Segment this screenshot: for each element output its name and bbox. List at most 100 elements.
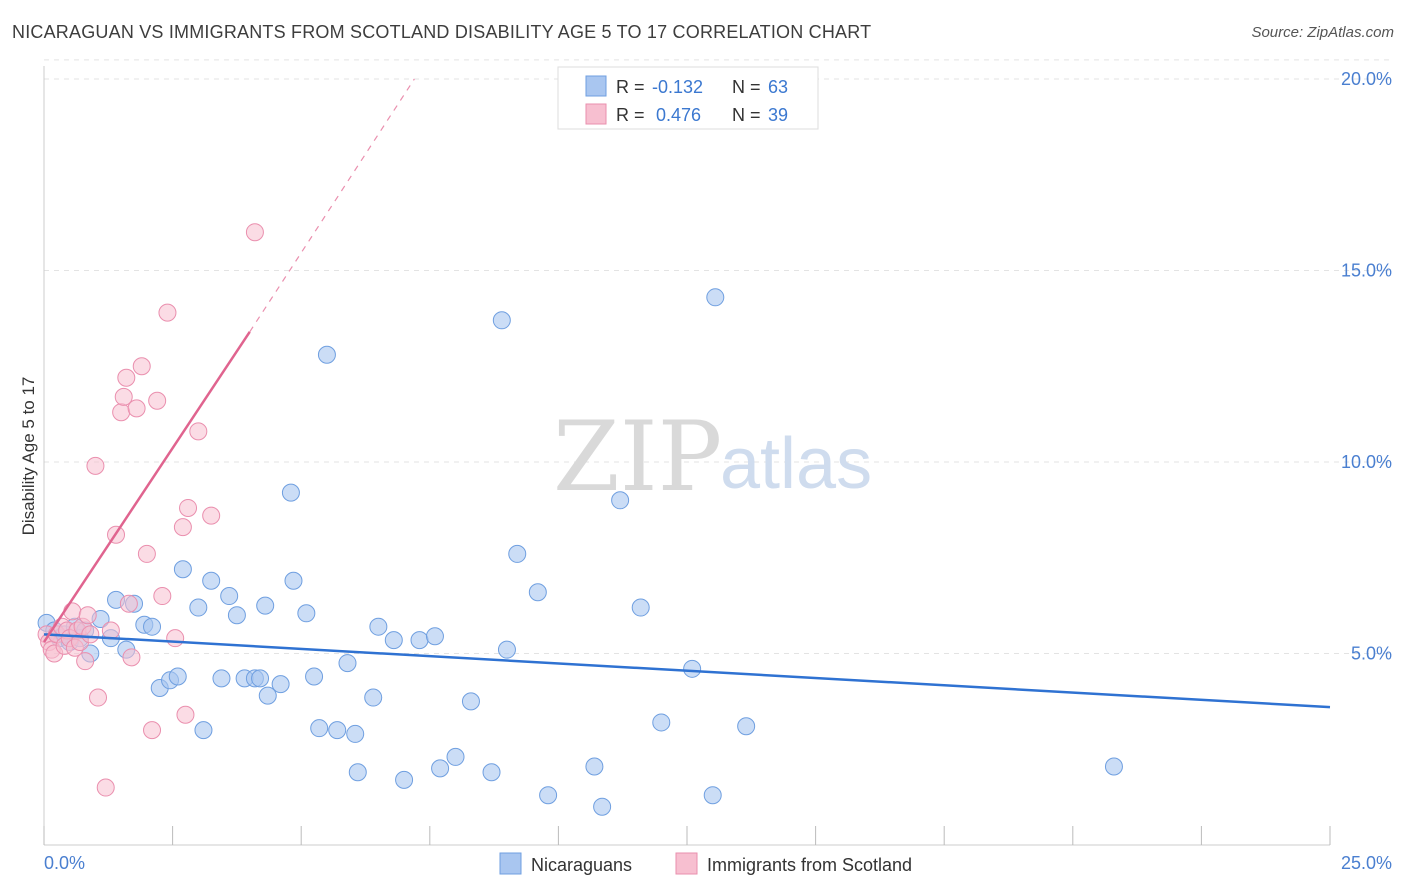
data-point-nicaraguans: [410, 631, 429, 650]
legend-r-value-1: -0.132: [652, 77, 703, 97]
x-tick-labels: 0.0% 25.0%: [44, 853, 1392, 873]
data-point-nicaraguans: [220, 587, 239, 606]
legend-r-label-2: R =: [616, 105, 645, 125]
data-point-immigrants-from-scotland: [96, 778, 115, 797]
legend-item-immigrants-from-scotland: Immigrants from Scotland: [707, 855, 912, 875]
data-point-nicaraguans: [297, 604, 316, 623]
data-point-nicaraguans: [528, 583, 547, 602]
legend-swatch-blue: [585, 75, 607, 97]
y-tick-label: 10.0%: [1341, 452, 1392, 472]
watermark-zip: ZIP: [553, 401, 722, 513]
data-point-immigrants-from-scotland: [117, 368, 136, 387]
legend-item-nicaraguans: Nicaraguans: [531, 855, 632, 875]
data-point-immigrants-from-scotland: [179, 498, 198, 517]
data-point-nicaraguans: [539, 786, 558, 805]
legend-n-value-2: 39: [768, 105, 788, 125]
data-point-nicaraguans: [212, 669, 231, 688]
data-point-immigrants-from-scotland: [119, 594, 138, 613]
data-point-nicaraguans: [461, 692, 480, 711]
data-point-nicaraguans: [446, 747, 465, 766]
data-point-immigrants-from-scotland: [78, 606, 97, 625]
data-point-nicaraguans: [338, 654, 357, 673]
data-point-nicaraguans: [364, 688, 383, 707]
data-point-immigrants-from-scotland: [166, 629, 185, 648]
data-point-nicaraguans: [227, 606, 246, 625]
data-point-immigrants-from-scotland: [143, 721, 162, 740]
legend-r-label-1: R =: [616, 77, 645, 97]
data-point-immigrants-from-scotland: [245, 223, 264, 242]
y-tick-label: 20.0%: [1341, 69, 1392, 89]
data-point-nicaraguans: [631, 598, 650, 617]
data-point-immigrants-from-scotland: [112, 403, 131, 422]
data-point-nicaraguans: [492, 311, 511, 330]
source-label: Source: ZipAtlas.com: [1251, 24, 1394, 41]
chart-title: NICARAGUAN VS IMMIGRANTS FROM SCOTLAND D…: [12, 22, 872, 42]
data-point-nicaraguans: [703, 786, 722, 805]
data-point-immigrants-from-scotland: [127, 399, 146, 418]
data-point-nicaraguans: [508, 544, 527, 563]
data-point-nicaraguans: [683, 659, 702, 678]
y-axis-label: Disability Age 5 to 17: [19, 377, 38, 536]
data-point-nicaraguans: [652, 713, 671, 732]
y-tick-label: 5.0%: [1351, 644, 1392, 664]
data-point-nicaraguans: [310, 719, 329, 738]
data-point-nicaraguans: [593, 797, 612, 816]
data-point-immigrants-from-scotland: [176, 705, 195, 724]
data-point-nicaraguans: [143, 617, 162, 636]
data-point-nicaraguans: [194, 721, 213, 740]
data-point-nicaraguans: [737, 717, 756, 736]
trend-lines: [42, 78, 1331, 709]
data-point-nicaraguans: [305, 667, 324, 686]
data-point-nicaraguans: [189, 598, 208, 617]
axes: [43, 66, 1331, 846]
data-point-nicaraguans: [328, 721, 347, 740]
data-point-immigrants-from-scotland: [76, 652, 95, 671]
x-tick-label: 0.0%: [44, 853, 85, 873]
data-point-nicaraguans: [384, 631, 403, 650]
legend-series: Nicaraguans Immigrants from Scotland: [499, 852, 912, 875]
legend-stats: R = -0.132 N = 63 R = 0.476 N = 39: [557, 66, 819, 130]
data-point-nicaraguans: [256, 596, 275, 615]
data-point-nicaraguans: [173, 560, 192, 579]
data-point-immigrants-from-scotland: [89, 688, 108, 707]
legend-r-value-2: 0.476: [656, 105, 701, 125]
data-point-immigrants-from-scotland: [173, 518, 192, 537]
legend-swatch-pink: [585, 103, 607, 125]
data-point-nicaraguans: [1104, 757, 1123, 776]
data-point-nicaraguans: [369, 617, 388, 636]
data-point-nicaraguans: [348, 763, 367, 782]
trend-line-immigrants-from-scotland: [42, 331, 251, 643]
watermark-atlas: atlas: [720, 424, 872, 504]
data-point-nicaraguans: [482, 763, 501, 782]
data-point-nicaraguans: [611, 491, 630, 510]
data-point-nicaraguans: [271, 675, 290, 694]
trend-extension-immigrants-from-scotland: [249, 78, 415, 333]
grid-lines: [44, 59, 1392, 654]
data-point-immigrants-from-scotland: [81, 625, 100, 644]
data-point-nicaraguans: [425, 627, 444, 646]
data-point-nicaraguans: [706, 288, 725, 307]
data-point-immigrants-from-scotland: [132, 357, 151, 376]
data-point-nicaraguans: [258, 686, 277, 705]
data-point-immigrants-from-scotland: [153, 587, 172, 606]
data-point-nicaraguans: [281, 483, 300, 502]
trend-line-nicaraguans: [43, 633, 1331, 709]
data-point-immigrants-from-scotland: [202, 506, 221, 525]
series-nicaraguans: [37, 288, 1123, 816]
legend-bottom-swatch-pink: [675, 852, 698, 875]
data-point-immigrants-from-scotland: [114, 387, 133, 406]
data-point-immigrants-from-scotland: [86, 456, 105, 475]
data-point-immigrants-from-scotland: [137, 544, 156, 563]
legend-bottom-swatch-blue: [499, 852, 522, 875]
data-point-nicaraguans: [168, 667, 187, 686]
data-point-immigrants-from-scotland: [122, 648, 141, 667]
data-point-immigrants-from-scotland: [148, 391, 167, 410]
data-point-immigrants-from-scotland: [158, 303, 177, 322]
y-tick-labels: 5.0% 10.0% 15.0% 20.0%: [1341, 69, 1392, 664]
data-point-immigrants-from-scotland: [63, 602, 82, 621]
legend-n-label-2: N =: [732, 105, 761, 125]
data-point-nicaraguans: [395, 770, 414, 789]
series-immigrants-from-scotland: [37, 223, 264, 797]
data-point-nicaraguans: [202, 571, 221, 590]
